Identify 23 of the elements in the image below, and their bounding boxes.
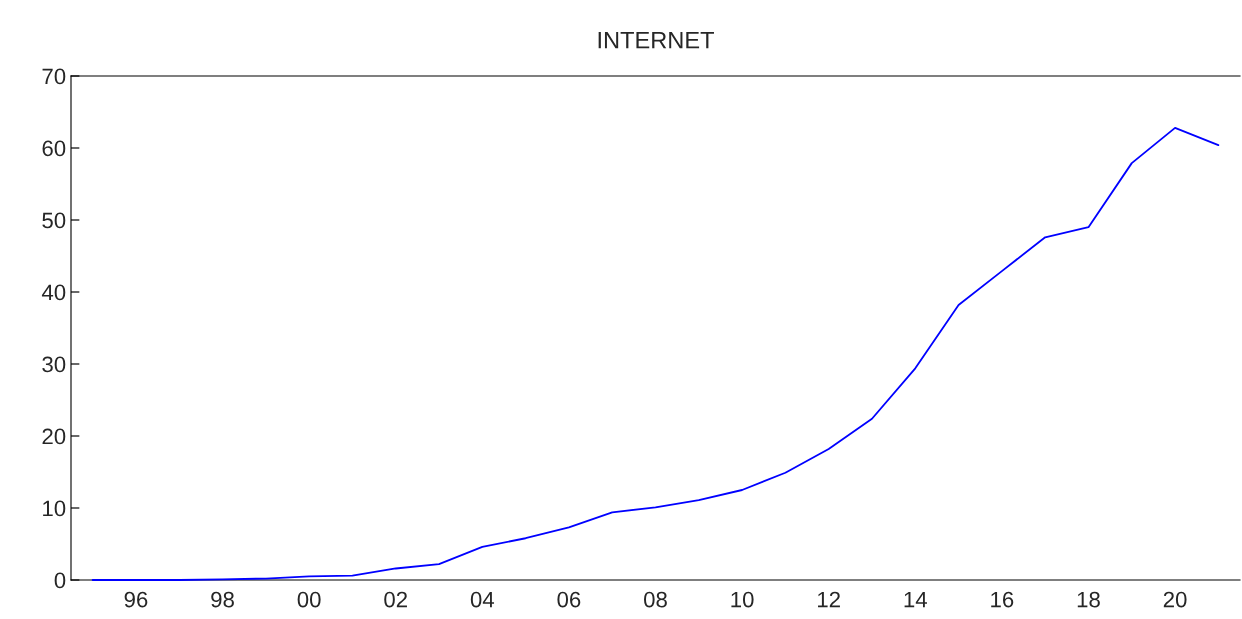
y-tick-label: 70 (42, 68, 66, 85)
line-series (91, 126, 1220, 581)
x-tick-label: 98 (211, 591, 234, 608)
chart-title: INTERNET (598, 31, 714, 49)
x-tick-label: 10 (731, 591, 754, 608)
y-tick-label: 20 (42, 428, 66, 445)
y-tick-label: 40 (41, 284, 66, 301)
y-tick-label: 0 (54, 572, 66, 589)
x-tick-label: 18 (1077, 591, 1100, 608)
y-tick-label: 60 (42, 140, 66, 157)
x-tick-label: 00 (297, 591, 321, 608)
x-tick-label: 02 (384, 591, 407, 608)
x-tick-label: 04 (470, 591, 495, 608)
y-tick-label: 50 (42, 212, 66, 229)
x-tick-label: 06 (557, 591, 581, 608)
y-tick-label: 30 (42, 356, 66, 373)
x-tick-label: 08 (644, 591, 667, 608)
x-tick-label: 14 (904, 591, 927, 608)
x-tick-label: 20 (1163, 591, 1187, 608)
x-tick-label: 16 (991, 591, 1014, 608)
y-tick-label: 10 (43, 500, 66, 517)
x-tick-label: 96 (124, 591, 148, 608)
x-tick-label: 12 (818, 591, 840, 608)
